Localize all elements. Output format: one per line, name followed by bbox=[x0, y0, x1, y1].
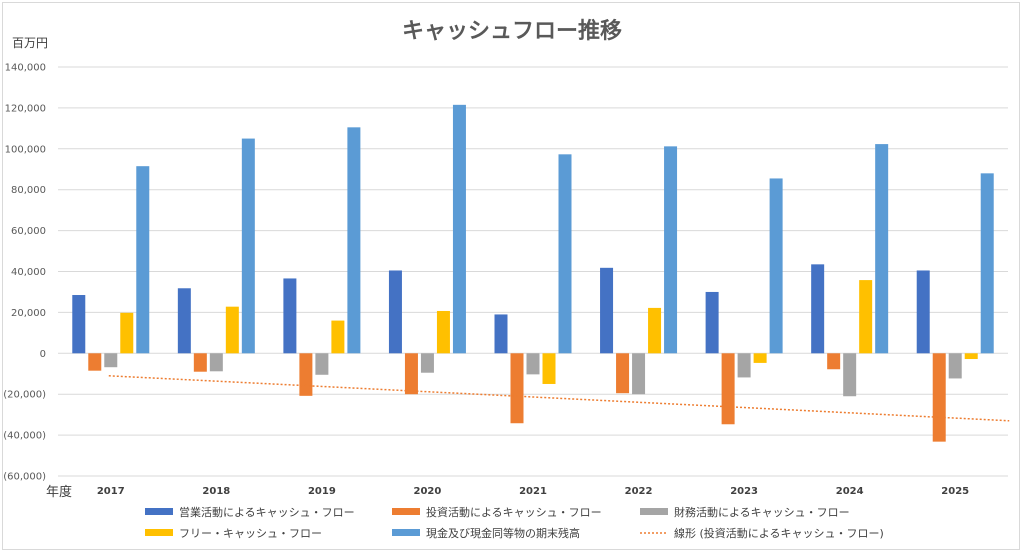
bar-2021-series-3 bbox=[526, 353, 540, 375]
bar-2019-series-2 bbox=[299, 353, 313, 396]
bar-2023-series-1 bbox=[705, 291, 719, 354]
x-tick-label: 2023 bbox=[730, 486, 758, 497]
x-tick-label: 2024 bbox=[836, 486, 864, 497]
y-tick-label: 60,000 bbox=[11, 226, 46, 237]
legend-label-1: 営業活動によるキャッシュ・フロー bbox=[179, 505, 355, 519]
x-tick-label: 2022 bbox=[625, 486, 653, 497]
bar-2025-series-3 bbox=[948, 353, 962, 379]
legend-swatch-5 bbox=[392, 529, 420, 536]
legend: 営業活動によるキャッシュ・フロー 投資活動によるキャッシュ・フロー 財務活動によるキ… bbox=[145, 505, 884, 540]
y-tick-label: 100,000 bbox=[5, 144, 46, 155]
bar-2024-series-4 bbox=[859, 280, 873, 354]
bar-2020-series-5 bbox=[452, 104, 466, 354]
legend-label-4: フリー・キャッシュ・フロー bbox=[179, 527, 322, 540]
x-tick-label: 2025 bbox=[941, 486, 969, 497]
bar-2024-series-2 bbox=[827, 353, 841, 370]
bar-2017-series-4 bbox=[120, 312, 134, 354]
bar-2024-series-3 bbox=[843, 353, 857, 397]
legend-swatch-3 bbox=[640, 508, 668, 515]
x-tick-label: 2021 bbox=[519, 486, 547, 497]
bar-2022-series-3 bbox=[632, 353, 646, 395]
bar-2022-series-1 bbox=[600, 267, 614, 354]
y-tick-label: 80,000 bbox=[11, 185, 46, 196]
bar-2020-series-2 bbox=[404, 353, 418, 395]
bar-2017-series-1 bbox=[72, 295, 86, 354]
bar-2022-series-2 bbox=[616, 353, 630, 394]
y-axis-unit-label: 百万円 bbox=[12, 36, 48, 50]
bar-2017-series-5 bbox=[136, 166, 150, 354]
legend-label-6: 線形 (投資活動によるキャッシュ・フロー) bbox=[674, 526, 884, 540]
bar-2021-series-2 bbox=[510, 353, 524, 424]
bar-2019-series-4 bbox=[331, 320, 345, 354]
bar-2025-series-5 bbox=[980, 173, 994, 354]
bar-2023-series-5 bbox=[769, 178, 783, 354]
bar-2023-series-4 bbox=[753, 353, 767, 363]
bar-2023-series-3 bbox=[737, 353, 751, 378]
x-tick-layer: 2017 2018 2019 2020 2021 2022 2023 2024 2025 bbox=[97, 486, 969, 497]
bars-layer bbox=[72, 104, 994, 442]
y-tick-label: (40,000) bbox=[3, 431, 46, 442]
bar-2021-series-1 bbox=[494, 314, 508, 354]
bar-2021-series-4 bbox=[542, 353, 556, 384]
bar-2019-series-3 bbox=[315, 353, 329, 375]
grid-layer: (60,000) (40,000) (20,000) 0 20,000 40,000 60,… bbox=[3, 63, 1008, 483]
x-tick-label: 2018 bbox=[202, 486, 230, 497]
trendline-investing-cf bbox=[108, 375, 1010, 422]
bar-2025-series-1 bbox=[916, 270, 930, 354]
bar-2018-series-2 bbox=[193, 353, 207, 372]
legend-swatch-4 bbox=[145, 529, 173, 536]
bar-2022-series-5 bbox=[664, 146, 678, 354]
bar-2017-series-2 bbox=[88, 353, 102, 371]
legend-label-3: 財務活動によるキャッシュ・フロー bbox=[674, 505, 850, 519]
bar-2018-series-5 bbox=[241, 138, 255, 354]
y-tick-label: 20,000 bbox=[11, 308, 46, 319]
bar-2017-series-3 bbox=[104, 353, 118, 368]
bar-2018-series-1 bbox=[177, 288, 191, 354]
bar-2022-series-4 bbox=[648, 307, 662, 354]
legend-label-2: 投資活動によるキャッシュ・フロー bbox=[426, 505, 602, 519]
legend-swatch-2 bbox=[392, 508, 420, 515]
chart-title: キャッシュフロー推移 bbox=[402, 18, 622, 44]
y-tick-label: (60,000) bbox=[3, 472, 46, 483]
y-tick-label: 140,000 bbox=[5, 63, 46, 74]
bar-2025-series-2 bbox=[932, 353, 946, 442]
bar-2024-series-5 bbox=[875, 144, 889, 354]
bar-2023-series-2 bbox=[721, 353, 735, 425]
x-tick-label: 2017 bbox=[97, 486, 125, 497]
bar-2019-series-5 bbox=[347, 127, 361, 354]
y-tick-label: 0 bbox=[40, 349, 46, 360]
bar-2019-series-1 bbox=[283, 278, 297, 354]
bar-2020-series-1 bbox=[388, 270, 402, 354]
bar-2025-series-4 bbox=[964, 353, 978, 360]
bar-2018-series-3 bbox=[209, 353, 223, 372]
legend-swatch-1 bbox=[145, 508, 173, 515]
bar-2020-series-3 bbox=[420, 353, 434, 373]
bar-2018-series-4 bbox=[225, 306, 239, 354]
x-axis-label: 年度 bbox=[46, 484, 72, 500]
x-tick-label: 2020 bbox=[414, 486, 442, 497]
y-tick-label: (20,000) bbox=[3, 390, 46, 401]
bar-2020-series-4 bbox=[436, 310, 450, 354]
bar-2024-series-1 bbox=[811, 264, 825, 354]
legend-label-5: 現金及び現金同等物の期末残高 bbox=[426, 526, 580, 540]
y-tick-label: 120,000 bbox=[5, 103, 46, 114]
bar-2021-series-5 bbox=[558, 154, 572, 354]
x-tick-label: 2019 bbox=[308, 486, 336, 497]
y-tick-label: 40,000 bbox=[11, 267, 46, 278]
trend-layer bbox=[108, 375, 1010, 422]
